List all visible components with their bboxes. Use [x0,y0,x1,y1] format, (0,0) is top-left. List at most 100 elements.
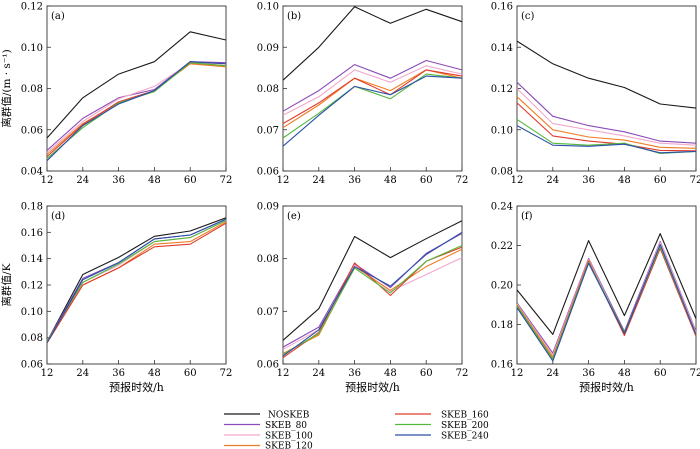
series-line-skeb_80 [282,59,463,112]
x-tick-label: 12 [41,175,54,186]
x-tick-label: 36 [348,368,361,379]
y-tick-label: 0.14 [491,43,513,54]
y-tick-label: 0.10 [491,125,513,136]
x-tick-label: 60 [654,175,667,186]
series-line-skeb_160 [282,69,463,125]
y-tick-label: 0.04 [21,167,43,178]
y-tick-label: 0.07 [257,125,279,136]
y-tick-label: 0.12 [21,281,43,292]
x-tick-label: 24 [546,175,559,186]
legend: NOSKEBSKEB_80SKEB_100SKEB_120SKEB_160SKE… [224,411,489,449]
x-tick-label: 36 [582,175,595,186]
x-tick-label: 72 [220,175,233,186]
panel-d: 12 24 36 48 60 72 0.06 0.08 0.10 0.12 0.14 0.16 0.18… [0,202,232,395]
legend-label-skeb_200: SKEB_200 [441,421,489,431]
x-tick-label: 72 [690,175,700,186]
y-axis-label: 离群值/(m · s⁻¹) [0,49,13,127]
y-tick-label: 0.06 [21,125,43,136]
plot-frame [516,5,697,172]
series-line-skeb_160 [282,246,463,359]
panel-label: (d) [51,211,65,222]
x-tick-label: 12 [511,175,524,186]
y-tick-label: 0.10 [21,307,43,318]
x-tick-label: 48 [148,368,161,379]
y-tick-label: 0.06 [257,167,279,178]
y-tick-label: 0.18 [491,320,513,331]
plot-frame [282,205,463,365]
x-tick-label: 36 [112,368,125,379]
series-line-skeb_200 [46,62,227,160]
y-tick-label: 0.09 [257,43,279,54]
series-line-skeb_240 [46,61,227,162]
x-tick-label: 60 [420,175,433,186]
series-line-skeb_80 [46,61,227,151]
y-tick-label: 0.10 [21,43,43,54]
x-tick-label: 12 [511,368,524,379]
x-tick-label: 60 [420,368,433,379]
y-tick-label: 0.22 [491,241,513,252]
x-axis-label: 预报时效/h [109,380,164,394]
y-tick-label: 0.12 [21,2,43,13]
panel-f: 12 24 36 48 60 72 0.16 0.18 0.20 0.22 0.24 (f) 预报时效/… [491,202,700,395]
series-line-noskeb [46,31,227,139]
legend-label-skeb_160: SKEB_160 [441,411,489,421]
legend-label-skeb_100: SKEB_100 [265,432,313,442]
y-tick-label: 0.12 [491,84,513,95]
series-line-skeb_100 [282,257,463,350]
y-tick-label: 0.24 [491,202,513,213]
x-tick-label: 48 [618,175,631,186]
x-tick-label: 36 [582,368,595,379]
x-tick-label: 72 [220,368,233,379]
y-tick-label: 0.20 [491,281,513,292]
series-line-skeb_100 [516,88,697,146]
series-line-skeb_200 [282,73,463,139]
x-axis-label: 预报时效/h [345,380,400,394]
panel-label: (e) [287,211,301,222]
x-tick-label: 24 [546,368,559,379]
x-tick-label: 24 [76,368,89,379]
x-tick-label: 48 [618,368,631,379]
series-line-skeb_120 [46,63,227,155]
series-line-skeb_80 [46,218,227,342]
x-axis-label: 预报时效/h [579,380,634,394]
panel-a: 12 24 36 48 60 72 0.04 0.06 0.08 0.10 0.12 (a) 离群值/(… [0,2,232,187]
x-tick-label: 60 [184,368,197,379]
x-tick-label: 72 [456,175,469,186]
series-line-skeb_200 [516,118,697,155]
x-tick-label: 60 [184,175,197,186]
y-tick-label: 0.10 [257,2,279,13]
y-tick-label: 0.16 [21,228,43,239]
series-line-skeb_100 [282,65,463,116]
x-tick-label: 24 [312,368,325,379]
series-line-noskeb [516,40,697,109]
legend-label-skeb_120: SKEB_120 [265,442,313,449]
series-line-skeb_160 [46,222,227,344]
x-tick-label: 24 [76,175,89,186]
series-line-skeb_240 [282,75,463,147]
y-tick-label: 0.08 [21,333,43,344]
y-tick-label: 0.06 [21,360,43,371]
series-line-skeb_200 [46,220,227,342]
series-line-skeb_240 [46,218,227,344]
panel-label: (c) [521,11,535,22]
x-tick-label: 12 [277,175,290,186]
legend-label-skeb_80: SKEB_80 [265,421,307,431]
y-tick-label: 0.06 [257,360,279,371]
y-tick-label: 0.09 [257,202,279,213]
panel-label: (a) [51,11,65,22]
series-line-skeb_200 [282,244,463,355]
x-tick-label: 60 [654,368,667,379]
series-line-skeb_160 [516,102,697,152]
series-line-skeb_240 [516,125,697,154]
y-axis-label: 离群值/K [0,263,13,306]
panel-e: 12 24 36 48 60 72 0.06 0.07 0.08 0.09 (e) 预报时效/h [257,202,469,395]
plot-frame [282,5,463,172]
x-tick-label: 12 [277,368,290,379]
y-tick-label: 0.18 [21,202,43,213]
x-tick-label: 24 [312,175,325,186]
series-line-skeb_160 [46,62,227,158]
series-line-noskeb [282,6,463,81]
x-tick-label: 36 [348,175,361,186]
x-tick-label: 48 [384,175,397,186]
